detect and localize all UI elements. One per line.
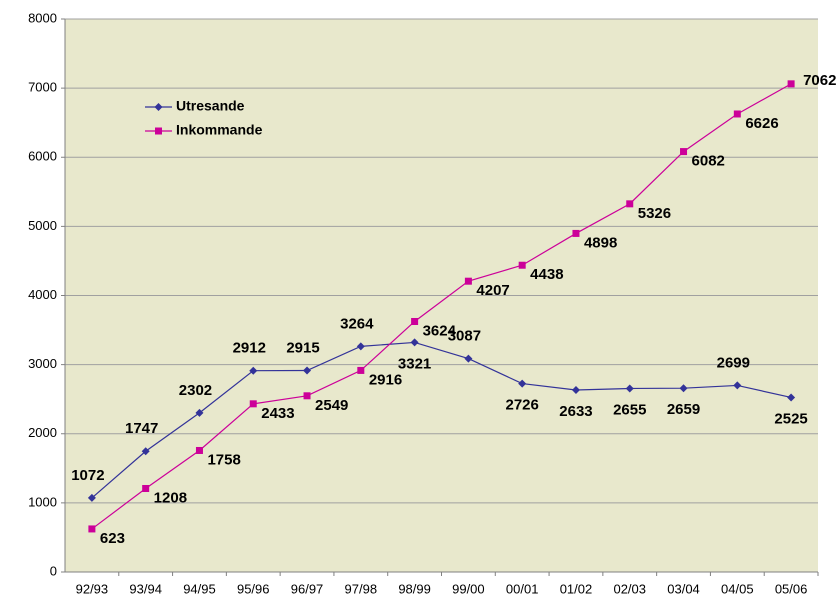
x-tick-label: 98/99 [398, 581, 431, 596]
series-line [91, 341, 792, 499]
marker [787, 80, 795, 88]
marker [249, 366, 258, 375]
x-tick-label: 05/06 [775, 581, 808, 596]
data-label: 1747 [125, 420, 158, 437]
marker [464, 354, 473, 363]
data-label: 2699 [717, 354, 750, 371]
y-tick-label: 4000 [28, 287, 57, 302]
x-tick-label: 02/03 [613, 581, 646, 596]
data-label: 3264 [340, 315, 374, 332]
data-label: 5326 [638, 205, 671, 222]
y-tick-label: 1000 [28, 494, 57, 509]
marker [356, 342, 365, 351]
data-label: 3321 [398, 355, 431, 372]
x-tick-label: 93/94 [129, 581, 162, 596]
data-label: 7062 [803, 72, 836, 89]
data-label: 3624 [423, 322, 457, 339]
data-label: 2433 [261, 405, 294, 422]
x-tick-label: 99/00 [452, 581, 485, 596]
marker [680, 148, 688, 156]
x-tick-label: 96/97 [291, 581, 324, 596]
x-tick-label: 94/95 [183, 581, 216, 596]
marker [410, 338, 419, 347]
marker [733, 110, 741, 118]
marker [787, 393, 796, 402]
data-label: 4207 [476, 282, 509, 299]
y-tick-label: 2000 [28, 425, 57, 440]
x-tick-label: 97/98 [345, 581, 378, 596]
marker [154, 103, 163, 111]
marker [303, 392, 311, 400]
marker [679, 384, 688, 393]
marker [155, 127, 162, 135]
x-tick-label: 95/96 [237, 581, 270, 596]
data-label: 2659 [667, 401, 700, 418]
y-tick-label: 3000 [28, 356, 57, 371]
data-label: 2726 [505, 397, 538, 414]
x-tick-label: 01/02 [560, 581, 593, 596]
marker [464, 277, 472, 285]
data-label: 4898 [584, 234, 617, 251]
series-line [91, 83, 792, 530]
data-label: 2633 [559, 403, 592, 420]
marker [249, 400, 257, 408]
x-tick-label: 03/04 [667, 581, 700, 596]
marker [195, 408, 204, 417]
marker [626, 200, 634, 208]
x-tick-label: 04/05 [721, 581, 754, 596]
marker [518, 379, 527, 388]
y-tick-label: 5000 [28, 218, 57, 233]
legend-label: Utresande [176, 98, 245, 114]
marker [357, 366, 365, 374]
data-label: 2549 [315, 397, 348, 414]
marker [625, 384, 634, 393]
data-label: 4438 [530, 266, 563, 283]
data-label: 3087 [448, 328, 481, 345]
marker [87, 493, 96, 502]
data-label: 2525 [774, 410, 807, 427]
marker [411, 317, 419, 325]
data-label: 623 [100, 530, 125, 547]
marker [518, 261, 526, 269]
legend-label: Inkommande [176, 122, 263, 138]
data-label: 2915 [286, 339, 319, 356]
x-tick-label: 00/01 [506, 581, 539, 596]
data-label: 1072 [71, 467, 104, 484]
y-tick-label: 6000 [28, 149, 57, 164]
data-label: 1758 [207, 451, 240, 468]
y-tick-label: 0 [50, 563, 57, 578]
marker [195, 446, 203, 454]
marker [572, 229, 580, 237]
y-tick-label: 7000 [28, 80, 57, 95]
marker [303, 366, 312, 375]
x-tick-label: 92/93 [76, 581, 109, 596]
marker [88, 525, 96, 533]
data-label: 6626 [745, 115, 778, 132]
data-label: 2302 [179, 382, 212, 399]
marker [141, 447, 150, 456]
y-tick-label: 8000 [28, 10, 57, 25]
data-label: 1208 [154, 489, 187, 506]
data-label: 6082 [692, 153, 725, 170]
marker [571, 385, 580, 394]
data-label: 2916 [369, 371, 402, 388]
marker [733, 381, 742, 390]
data-label: 2912 [233, 340, 266, 357]
data-label: 2655 [613, 401, 646, 418]
marker [142, 484, 150, 492]
